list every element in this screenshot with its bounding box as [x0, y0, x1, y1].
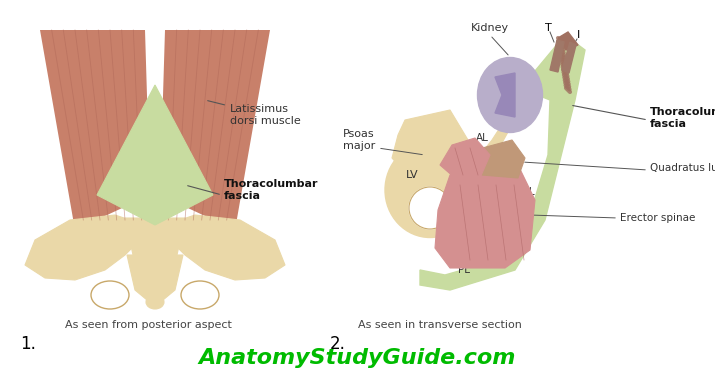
Ellipse shape [146, 295, 164, 309]
Text: Quadratus lumborum: Quadratus lumborum [650, 163, 715, 173]
Text: ML: ML [520, 187, 535, 197]
Text: 1.: 1. [20, 335, 36, 353]
Ellipse shape [91, 281, 129, 309]
Polygon shape [495, 73, 515, 117]
Polygon shape [420, 35, 585, 290]
Text: AL: AL [475, 133, 488, 143]
Text: AnatomyStudyGuide.com: AnatomyStudyGuide.com [198, 348, 516, 368]
Polygon shape [550, 40, 564, 72]
Text: Latissimus
dorsi muscle: Latissimus dorsi muscle [207, 101, 301, 126]
Polygon shape [160, 30, 270, 230]
Polygon shape [40, 30, 150, 230]
Text: T: T [545, 23, 551, 33]
Text: Kidney: Kidney [471, 23, 509, 33]
Polygon shape [562, 42, 576, 73]
Text: As seen from posterior aspect: As seen from posterior aspect [65, 320, 232, 330]
Text: I: I [576, 30, 580, 40]
Polygon shape [165, 215, 285, 280]
Polygon shape [125, 218, 185, 275]
Text: PL: PL [458, 265, 470, 275]
Ellipse shape [385, 142, 475, 238]
Text: Thoracolumbar
fascia: Thoracolumbar fascia [224, 179, 318, 201]
Polygon shape [392, 110, 468, 185]
Polygon shape [97, 85, 213, 225]
Polygon shape [440, 138, 490, 178]
Text: 2.: 2. [330, 335, 346, 353]
Ellipse shape [409, 187, 451, 229]
Text: Erector spinae: Erector spinae [620, 213, 696, 223]
Text: As seen in transverse section: As seen in transverse section [358, 320, 522, 330]
Text: Thoracolumbar
fascia: Thoracolumbar fascia [650, 107, 715, 129]
Polygon shape [472, 95, 525, 172]
Ellipse shape [181, 281, 219, 309]
Text: Psoas
major: Psoas major [342, 129, 375, 151]
Polygon shape [475, 140, 525, 178]
Polygon shape [127, 255, 183, 302]
Text: LV: LV [405, 170, 418, 180]
Polygon shape [558, 32, 578, 50]
Ellipse shape [478, 58, 543, 132]
Polygon shape [25, 215, 145, 280]
Polygon shape [435, 155, 535, 268]
